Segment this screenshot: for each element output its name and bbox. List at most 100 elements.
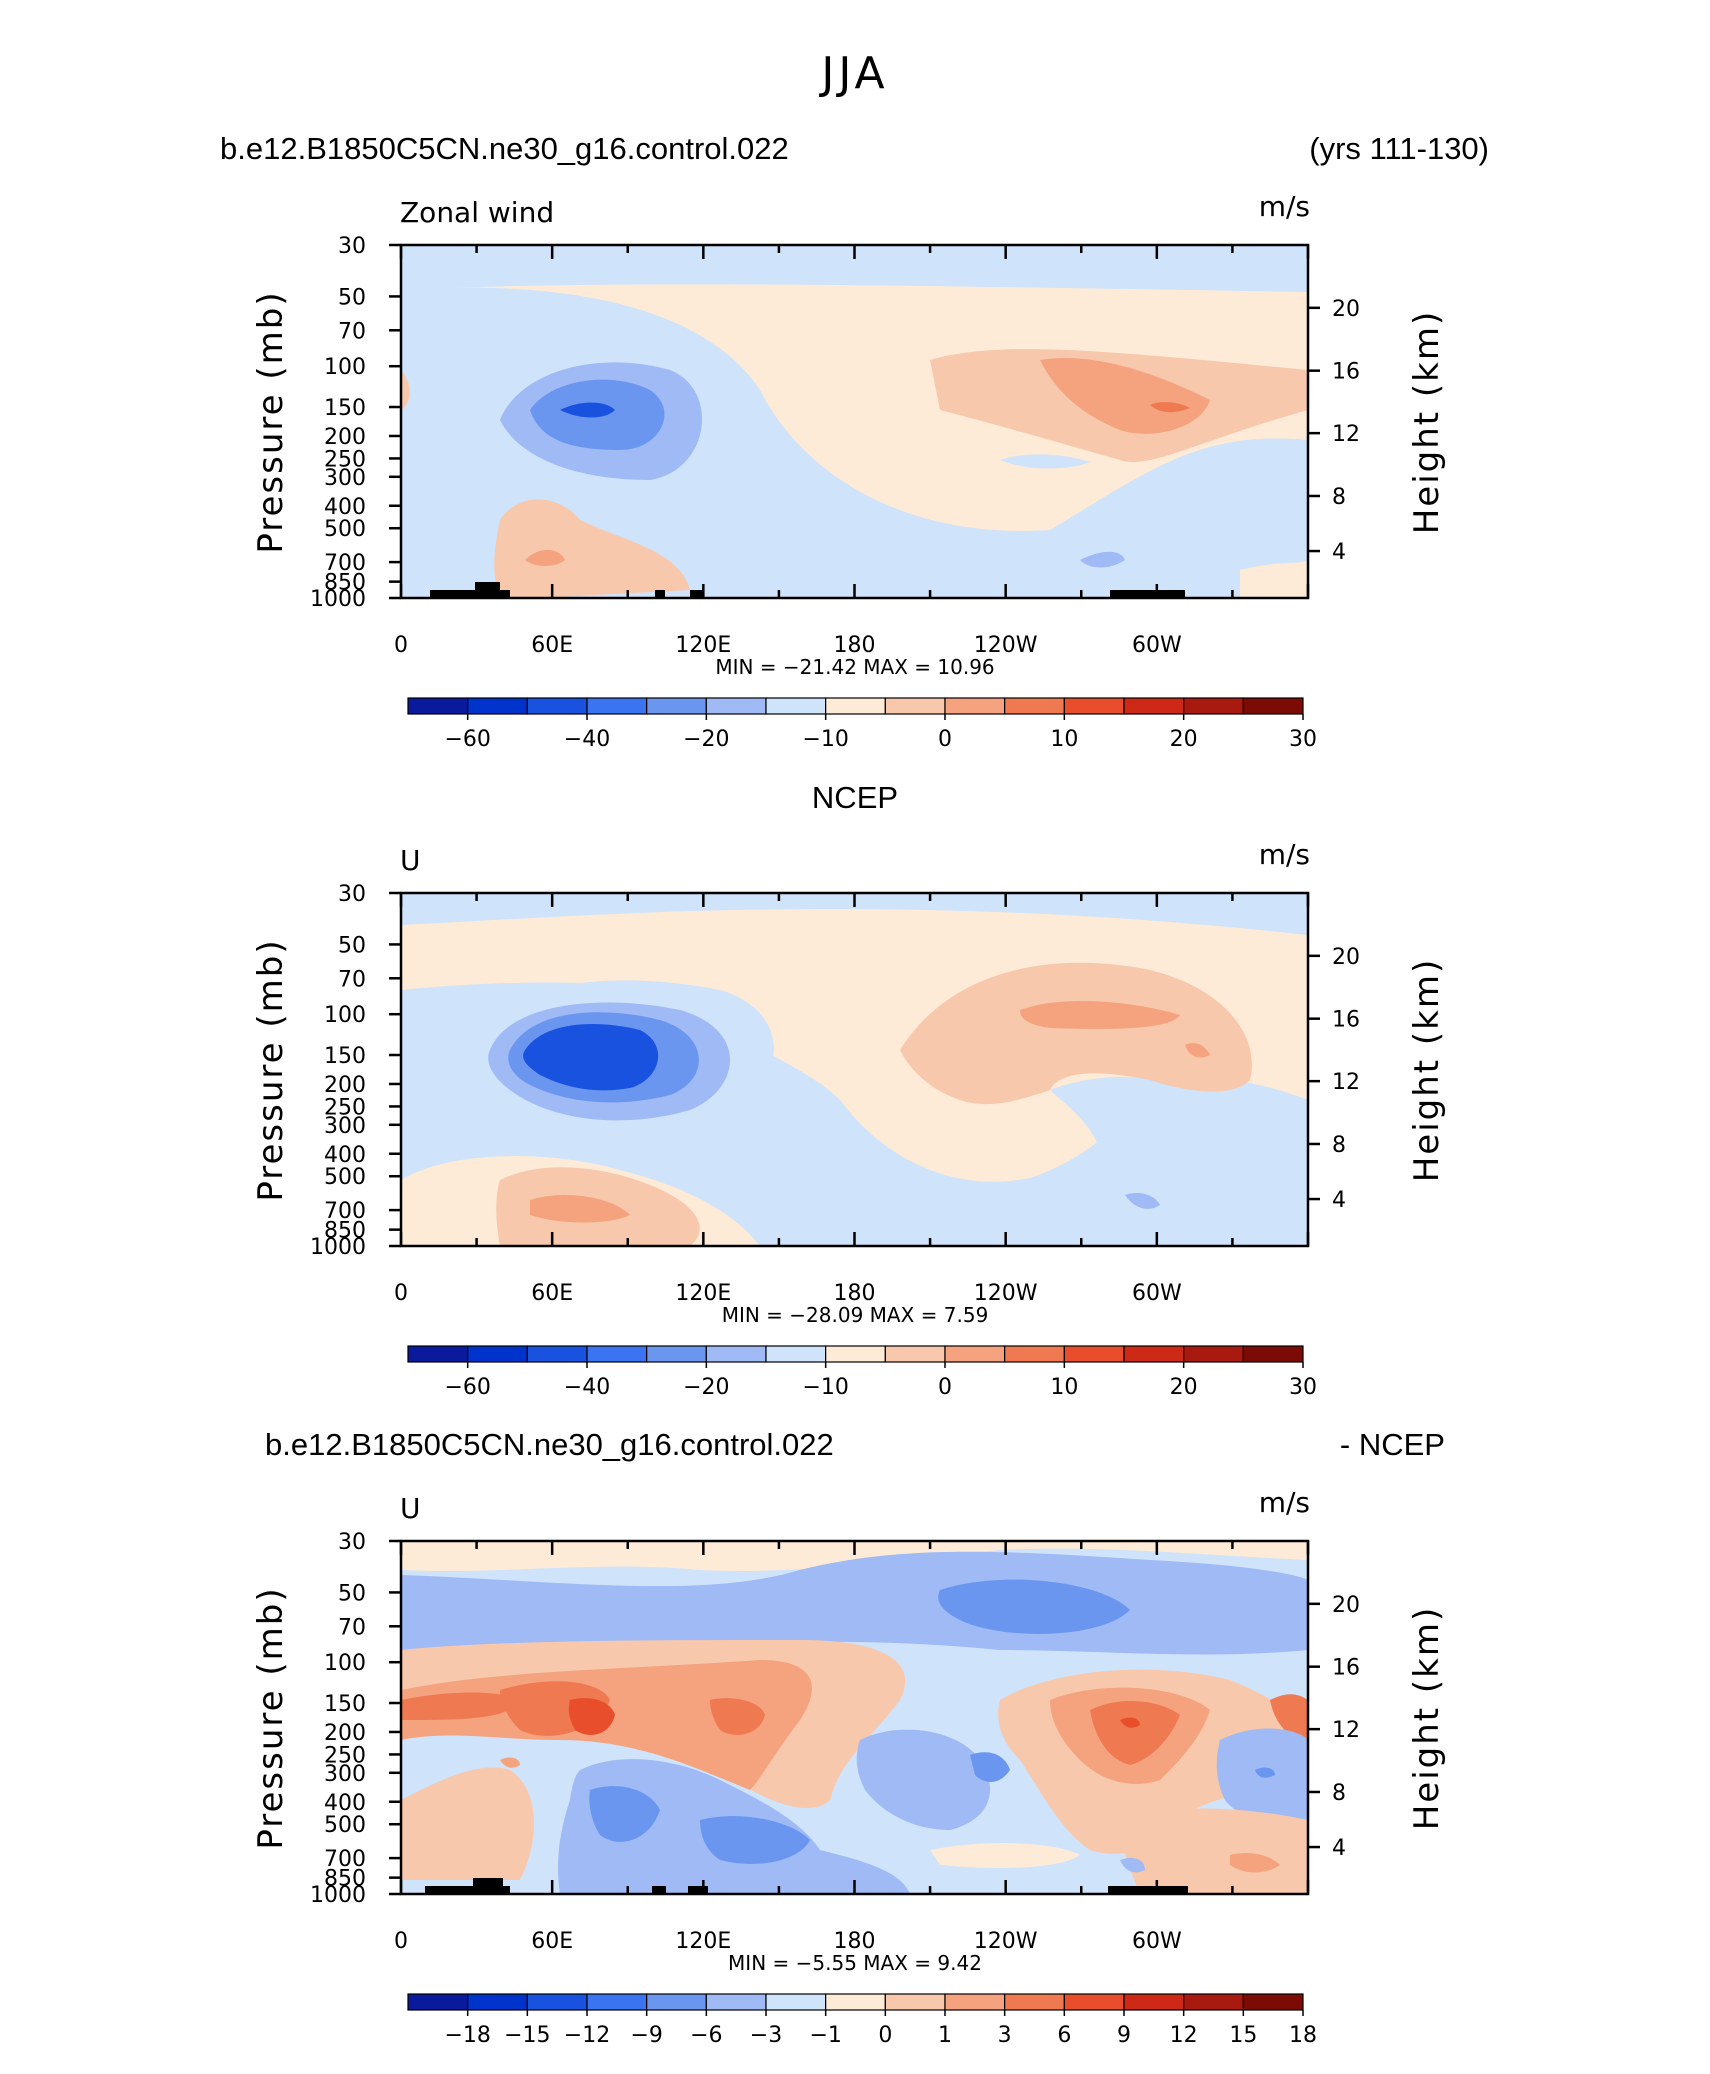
x-tick-label: 60E xyxy=(531,1929,573,1954)
y-tick-label: 500 xyxy=(324,1813,366,1838)
colorbar-swatch xyxy=(467,1345,528,1363)
panel-1: Zonal wind m/s xyxy=(251,190,1447,752)
colorbar-label: −10 xyxy=(802,1375,848,1400)
y-tick-label: 50 xyxy=(338,285,366,310)
colorbar-swatch xyxy=(407,1345,469,1363)
colorbar-label: −10 xyxy=(802,727,848,752)
x-tick-label: 60E xyxy=(531,633,573,658)
colorbar-swatch xyxy=(705,1345,767,1363)
y-tick-label: 100 xyxy=(324,355,366,380)
x-tick-label: 0 xyxy=(394,1281,408,1306)
colorbar-label: 1 xyxy=(938,2023,952,2048)
colorbar-swatch xyxy=(467,1993,528,2011)
y-tick-label: 1000 xyxy=(310,1235,366,1260)
panel2-title: NCEP xyxy=(811,780,899,815)
colorbar-label: 3 xyxy=(998,2023,1012,2048)
panel2-units-label: m/s xyxy=(1259,838,1310,871)
x-tick-label: 60W xyxy=(1132,633,1182,658)
panel1-ylabel: Pressure (mb) xyxy=(251,290,291,553)
panel3-title-right: - NCEP xyxy=(1339,1427,1445,1462)
main-title: JJA xyxy=(821,48,889,99)
colorbar-label: 9 xyxy=(1117,2023,1131,2048)
y-right-tick-label: 12 xyxy=(1332,1718,1360,1743)
colorbar-swatch xyxy=(1063,697,1125,715)
colorbar-swatch xyxy=(407,1993,469,2011)
colorbar-swatch xyxy=(586,1345,648,1363)
y-tick-label: 150 xyxy=(324,1692,366,1717)
colorbar-label: 15 xyxy=(1229,2023,1257,2048)
panel1-variable-label: Zonal wind xyxy=(400,196,554,229)
colorbar-swatch xyxy=(765,697,827,715)
colorbar-swatch xyxy=(646,697,707,715)
panel3-stats: MIN = −5.55 MAX = 9.42 xyxy=(728,1951,982,1975)
y-tick-label: 30 xyxy=(338,234,366,259)
colorbar-label: 0 xyxy=(938,1375,952,1400)
colorbar-label: −12 xyxy=(564,2023,610,2048)
y-tick-label: 150 xyxy=(324,396,366,421)
y-tick-label: 1000 xyxy=(310,587,366,612)
x-tick-label: 0 xyxy=(394,1929,408,1954)
colorbar-label: −18 xyxy=(444,2023,490,2048)
colorbar-swatch xyxy=(944,697,1006,715)
y-tick-label: 30 xyxy=(338,1530,366,1555)
colorbar-label: 30 xyxy=(1289,1375,1317,1400)
colorbar-label: 18 xyxy=(1289,2023,1317,2048)
y-tick-label: 500 xyxy=(324,1165,366,1190)
x-tick-label: 120E xyxy=(675,1281,731,1306)
colorbar-label: 6 xyxy=(1057,2023,1071,2048)
colorbar-swatch xyxy=(586,1993,648,2011)
panel-2: U m/s 3050701001502002503004005007008501… xyxy=(251,838,1447,1400)
y-tick-label: 200 xyxy=(324,1721,366,1746)
colorbar-swatch xyxy=(765,1993,827,2011)
y-tick-label: 70 xyxy=(338,1615,366,1640)
colorbar-swatch xyxy=(884,697,946,715)
panel1-ylabel-right: Height (km) xyxy=(1407,310,1447,535)
panel1-units-label: m/s xyxy=(1259,190,1310,223)
panel1-title-left: b.e12.B1850C5CN.ne30_g16.control.022 xyxy=(220,131,789,166)
x-tick-label: 180 xyxy=(834,1281,876,1306)
colorbar-label: 12 xyxy=(1170,2023,1198,2048)
colorbar-label: 20 xyxy=(1170,727,1198,752)
colorbar-swatch xyxy=(1004,1993,1065,2011)
panel3-field xyxy=(401,1541,1308,1894)
colorbar-label: 10 xyxy=(1050,1375,1078,1400)
y-right-tick-label: 4 xyxy=(1332,1188,1346,1213)
colorbar-swatch xyxy=(467,697,528,715)
y-right-tick-label: 20 xyxy=(1332,297,1360,322)
colorbar-swatch xyxy=(944,1345,1006,1363)
x-tick-label: 60E xyxy=(531,1281,573,1306)
colorbar-swatch xyxy=(1004,1345,1065,1363)
colorbar-label: 20 xyxy=(1170,1375,1198,1400)
colorbar-label: 0 xyxy=(878,2023,892,2048)
x-tick-label: 180 xyxy=(834,633,876,658)
y-tick-label: 1000 xyxy=(310,1883,366,1908)
y-right-tick-label: 8 xyxy=(1332,1781,1346,1806)
colorbar-label: −20 xyxy=(683,727,729,752)
panel1-colorbar: −60 −40 −20 −10 0 10 20 30 xyxy=(407,697,1317,752)
colorbar-label: 10 xyxy=(1050,727,1078,752)
colorbar-swatch xyxy=(705,697,767,715)
panel1-stats: MIN = −21.42 MAX = 10.96 xyxy=(715,655,994,679)
panel2-field xyxy=(401,893,1308,1246)
y-right-tick-label: 12 xyxy=(1332,422,1360,447)
x-tick-label: 120E xyxy=(675,633,731,658)
colorbar-swatch xyxy=(825,1993,886,2011)
y-tick-label: 700 xyxy=(324,551,366,576)
y-right-tick-label: 12 xyxy=(1332,1070,1360,1095)
colorbar-swatch xyxy=(1004,697,1065,715)
colorbar-label: −1 xyxy=(809,2023,841,2048)
y-tick-label: 300 xyxy=(324,466,366,491)
y-tick-label: 250 xyxy=(324,1743,366,1768)
x-tick-label: 120W xyxy=(974,1929,1038,1954)
panel3-ylabel-right: Height (km) xyxy=(1407,1606,1447,1831)
y-tick-label: 70 xyxy=(338,319,366,344)
y-tick-label: 150 xyxy=(324,1044,366,1069)
colorbar-swatch xyxy=(825,697,886,715)
y-right-tick-label: 16 xyxy=(1332,1008,1360,1033)
colorbar-label: −20 xyxy=(683,1375,729,1400)
x-tick-label: 120E xyxy=(675,1929,731,1954)
y-tick-label: 300 xyxy=(324,1762,366,1787)
